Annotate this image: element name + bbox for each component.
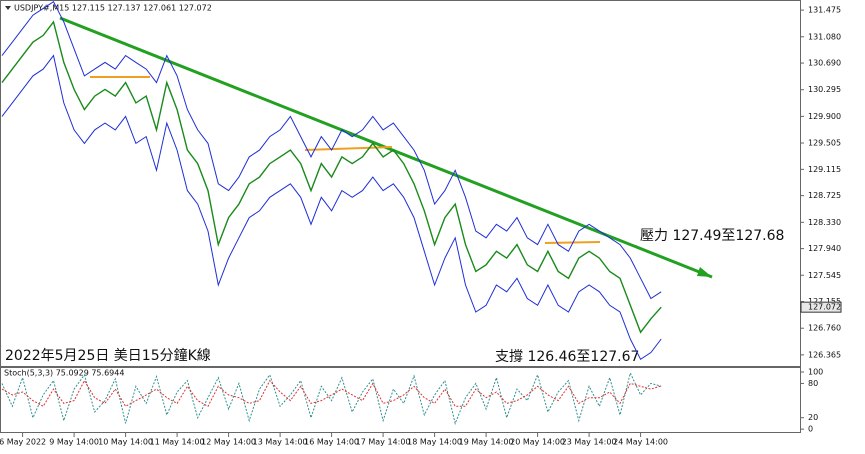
y-tick-label: 128.330 [808,218,841,227]
y-tick-label: 130.690 [808,59,841,68]
y-tick-label: 129.505 [808,139,841,148]
stoch-panel [0,367,801,433]
x-tick-label: 12 May 14:00 [201,438,256,447]
x-tick-label: 19 May 14:00 [459,438,514,447]
support-note: 支撐 126.46至127.67 [495,349,639,365]
x-tick-label: 10 May 14:00 [98,438,153,447]
y-tick-label: 129.115 [808,165,841,174]
x-tick-label: 9 May 14:00 [49,438,99,447]
stoch-signal [1,379,662,407]
price-line [1,20,662,334]
y-tick-label: 20 [808,413,818,422]
y-tick-label: 127.940 [808,244,841,253]
y-tick-label: 129.900 [808,112,841,121]
resistance-note: 壓力 127.49至127.68 [640,228,784,244]
x-tick-label: 11 May 14:00 [150,438,205,447]
x-tick-label: 13 May 14:00 [253,438,308,447]
main-panel [0,0,801,367]
y-tick-label: 131.080 [808,32,841,41]
collapse-icon[interactable] [5,6,11,10]
y-tick-label: 131.475 [808,6,841,15]
stoch-main [1,371,662,426]
band-line [1,0,662,300]
symbol-header: USDJPY#,M15 127.115 127.137 127.061 127.… [14,4,212,13]
y-tick-label: 128.725 [808,191,841,200]
y-tick-label: 0 [808,425,813,434]
last-price-label: 127.072 [808,303,841,312]
y-tick-label: 126.760 [808,324,841,333]
stoch-header: Stoch(5,3,3) 75.0929 75.6944 [4,369,124,378]
x-tick-label: 17 May 14:00 [356,438,411,447]
x-tick-label: 23 May 14:00 [562,438,617,447]
x-tick-label: 16 May 14:00 [304,438,359,447]
x-tick-label: 18 May 14:00 [407,438,462,447]
x-tick-label: 24 May 14:00 [613,438,668,447]
y-tick-label: 127.545 [808,271,841,280]
y-tick-label: 130.295 [808,85,841,94]
x-tick-label: 20 May 14:00 [510,438,565,447]
y-tick-label: 126.365 [808,350,841,359]
x-tick-label: 6 May 2022 [0,438,46,447]
trend-arrow [697,267,712,277]
y-tick-label: 100 [808,368,823,377]
last-price-box [800,301,842,313]
chart-caption: 2022年5月25日 美日15分鐘K線 [5,347,211,364]
y-tick-label: 127.155 [808,297,841,306]
band-line [1,54,662,361]
y-tick-label: 80 [808,379,818,388]
